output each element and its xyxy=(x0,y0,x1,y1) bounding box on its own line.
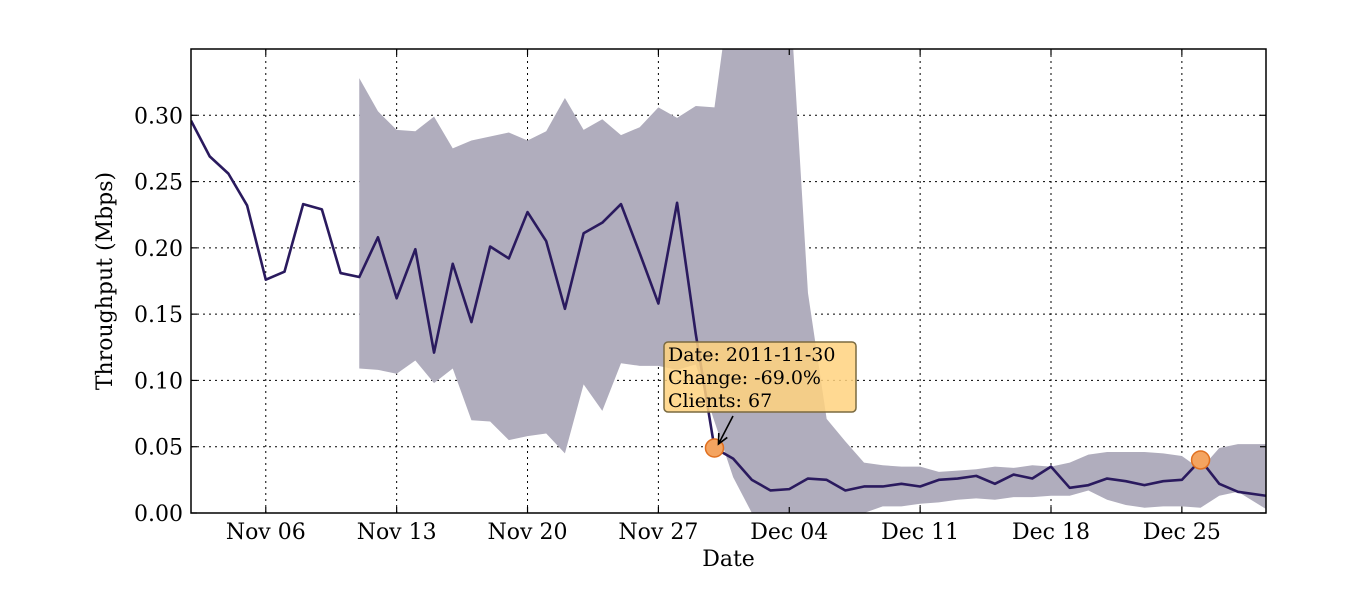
annotation-clients: Clients: 67 xyxy=(668,390,772,412)
y-tick-label: 0.30 xyxy=(134,104,183,129)
x-tick-label: Dec 18 xyxy=(1012,520,1090,545)
x-tick-label: Dec 04 xyxy=(750,520,828,545)
y-tick-label: 0.10 xyxy=(134,369,183,394)
change-marker[interactable] xyxy=(1190,450,1211,470)
annotation-arrowhead xyxy=(717,433,728,446)
x-tick-label: Dec 11 xyxy=(881,520,959,545)
y-tick-label: 0.25 xyxy=(134,171,183,196)
y-tick-label: 0.05 xyxy=(134,436,183,461)
y-tick-label: 0.20 xyxy=(134,237,183,262)
y-tick-label: 0.15 xyxy=(134,303,183,328)
annotation-arrow xyxy=(717,415,734,445)
annotation: Date: 2011-11-30 Change: -69.0% Clients:… xyxy=(663,341,857,446)
x-tick-label: Nov 27 xyxy=(618,520,698,545)
x-tick-label: Nov 06 xyxy=(226,520,306,545)
y-tick-label: 0.00 xyxy=(134,502,183,527)
throughput-line xyxy=(191,119,1266,498)
y-axis-label: Throughput (Mbps) xyxy=(93,172,118,390)
range-band-layer xyxy=(359,49,1266,513)
x-axis-label: Date xyxy=(702,547,755,572)
annotation-box xyxy=(663,341,857,413)
plot-frame xyxy=(190,48,1267,514)
annotation-change: Change: -69.0% xyxy=(668,367,821,389)
x-tick-label: Dec 25 xyxy=(1143,520,1221,545)
x-tick-label: Nov 20 xyxy=(488,520,568,545)
range-band xyxy=(359,49,1266,513)
ticks: 0.00 0.05 0.10 0.15 0.20 0.25 0.30 Nov 06 Nov 13… xyxy=(134,49,1266,545)
x-tick-label: Nov 13 xyxy=(357,520,437,545)
grid xyxy=(191,49,1266,513)
annotation-date: Date: 2011-11-30 xyxy=(668,344,835,366)
series-line-layer xyxy=(191,119,1266,498)
